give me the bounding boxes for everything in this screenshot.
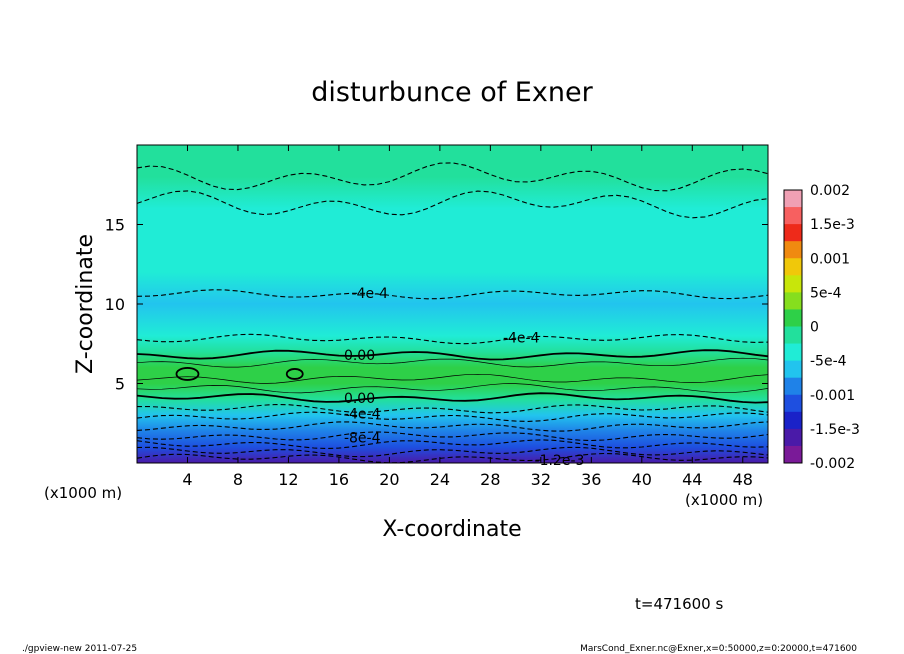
colorbar-swatch (784, 292, 802, 310)
colorbar-swatch (784, 207, 802, 225)
colorbar-swatch (784, 190, 802, 208)
colorbar-swatch (784, 360, 802, 379)
colorbar-label: -0.002 (810, 456, 855, 472)
footer-left: ./gpview-new 2011-07-25 (22, 644, 137, 654)
x-axis: 4 8 12 16 20 24 28 32 36 40 44 48 (182, 145, 753, 489)
colorbar-swatch (784, 445, 802, 464)
contour-line (137, 411, 768, 422)
colorbar-label: -5e-4 (810, 354, 847, 370)
x-tick-label: 40 (632, 470, 652, 489)
x-tick-label: 16 (329, 470, 349, 489)
contour-label: 0.00 (344, 391, 375, 407)
colorbar-label: 0.002 (810, 183, 850, 199)
colorbar-label: 5e-4 (810, 285, 842, 301)
colorbar-swatch (784, 428, 802, 447)
time-label: t=471600 s (635, 595, 723, 613)
contour-line (137, 162, 768, 192)
colorbar-swatch (784, 224, 802, 242)
y-tick-label: 5 (115, 375, 125, 394)
colorbar-swatch (784, 343, 802, 362)
contour-line (137, 439, 768, 450)
x-axis-label: X-coordinate (382, 517, 521, 542)
contour-line (137, 431, 768, 442)
x-tick-label: 48 (733, 470, 753, 489)
contour-line (137, 289, 768, 300)
contour-line (137, 452, 768, 463)
colorbar-swatch (784, 411, 802, 430)
colorbar-swatch (784, 394, 802, 413)
x-tick-label: 24 (430, 470, 450, 489)
contour-line (137, 392, 768, 404)
x-tick-label: 12 (278, 470, 298, 489)
contour-label: -1.2e-3 (535, 453, 585, 469)
x-tick-label: 4 (182, 470, 192, 489)
contour-line (137, 357, 768, 368)
x-unit-right: (x1000 m) (685, 491, 763, 509)
plot-area (137, 145, 768, 463)
contour-label: -4e-4 (503, 330, 540, 346)
x-tick-label: 32 (531, 470, 551, 489)
contour-closed (285, 368, 304, 380)
colorbar-swatch (784, 377, 802, 396)
colorbar-frame (783, 189, 803, 464)
x-unit-left: (x1000 m) (44, 484, 122, 502)
x-tick-label: 8 (233, 470, 243, 489)
colorbar: 0.002 1.5e-3 0.001 5e-4 0 -5e-4 -0.001 -1.5e-3 -… (783, 183, 860, 472)
contour-closed (175, 367, 200, 381)
colorbar-swatch (784, 326, 802, 345)
contour-label: -8e-4 (344, 431, 381, 447)
contour-label: -4e-4 (344, 407, 381, 423)
colorbar-label: -0.001 (810, 388, 855, 404)
y-axis-label: Z-coordinate (73, 234, 98, 374)
contour-line (137, 421, 768, 432)
contour-line (137, 349, 768, 361)
contour-labels: -4e-4-4e-40.000.00-4e-4-8e-4-1.2e-3 (344, 286, 584, 469)
colorbar-swatch (784, 241, 802, 259)
y-tick-label: 10 (105, 295, 125, 314)
x-tick-label: 44 (682, 470, 702, 489)
y-axis: 5 10 15 (105, 216, 768, 394)
colorbar-label: 1.5e-3 (810, 217, 855, 233)
colorbar-label: 0 (810, 320, 819, 336)
contour-lines (137, 162, 768, 463)
contour-line (137, 373, 768, 384)
colorbar-swatch (784, 309, 802, 327)
colorbar-swatch (784, 275, 802, 293)
contour-line (137, 446, 768, 458)
contour-label: -4e-4 (352, 286, 389, 302)
chart-title: disturbunce of Exner (311, 77, 593, 108)
contour-label: 0.00 (344, 348, 375, 364)
y-tick-label: 15 (105, 216, 125, 235)
contour-line (137, 383, 768, 394)
footer-right: MarsCond_Exner.nc@Exner,x=0:50000,z=0:20… (580, 644, 857, 654)
x-tick-label: 28 (480, 470, 500, 489)
colorbar-swatch (784, 258, 802, 276)
colorbar-label: 0.001 (810, 251, 850, 267)
contour-line (137, 190, 768, 219)
colorbar-label: -1.5e-3 (810, 422, 860, 438)
x-tick-label: 20 (379, 470, 399, 489)
x-tick-label: 36 (581, 470, 601, 489)
contour-line (137, 333, 768, 345)
contour-line (137, 403, 768, 414)
